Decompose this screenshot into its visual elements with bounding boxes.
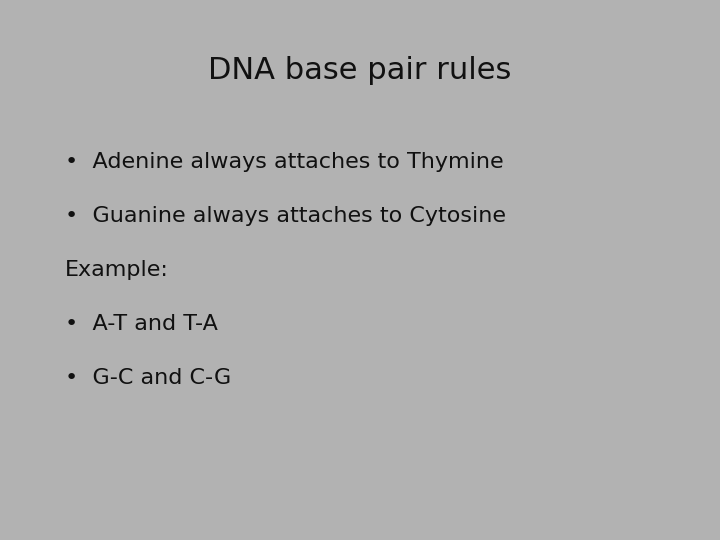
Text: •  G-C and C-G: • G-C and C-G bbox=[65, 368, 231, 388]
Text: •  Guanine always attaches to Cytosine: • Guanine always attaches to Cytosine bbox=[65, 206, 505, 226]
Text: Example:: Example: bbox=[65, 260, 168, 280]
Text: •  A-T and T-A: • A-T and T-A bbox=[65, 314, 217, 334]
Text: DNA base pair rules: DNA base pair rules bbox=[208, 56, 512, 85]
Text: •  Adenine always attaches to Thymine: • Adenine always attaches to Thymine bbox=[65, 152, 503, 172]
